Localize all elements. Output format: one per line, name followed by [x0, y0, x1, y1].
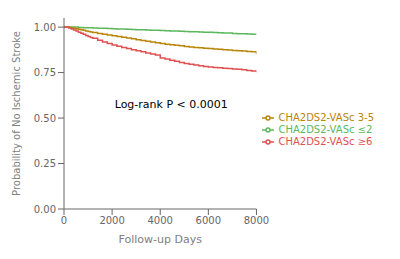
html-text:CHA2DS2-VASc 3-5: CHA2DS2-VASc 3-5	[278, 111, 374, 123]
svg-text:8000: 8000	[244, 215, 269, 226]
svg-text:0.75: 0.75	[34, 67, 56, 78]
svg-text:Log-rank P < 0.0001: Log-rank P < 0.0001	[115, 98, 228, 111]
svg-text:1.00: 1.00	[34, 22, 56, 33]
svg-text:0: 0	[61, 215, 67, 226]
svg-text:2000: 2000	[99, 215, 124, 226]
svg-text:Probability of No Ischemic Str: Probability of No Ischemic Stroke	[11, 31, 22, 196]
svg-text:6000: 6000	[196, 215, 221, 226]
html-text:CHA2DS2-VASc ≥6: CHA2DS2-VASc ≥6	[278, 135, 373, 147]
svg-text:0.25: 0.25	[34, 158, 56, 169]
html-text:CHA2DS2-VASc ≤2: CHA2DS2-VASc ≤2	[278, 123, 373, 135]
svg-text:Follow-up Days: Follow-up Days	[119, 233, 203, 246]
svg-text:4000: 4000	[148, 215, 173, 226]
svg-text:0.50: 0.50	[34, 113, 56, 124]
svg-text:0.00: 0.00	[34, 204, 56, 215]
